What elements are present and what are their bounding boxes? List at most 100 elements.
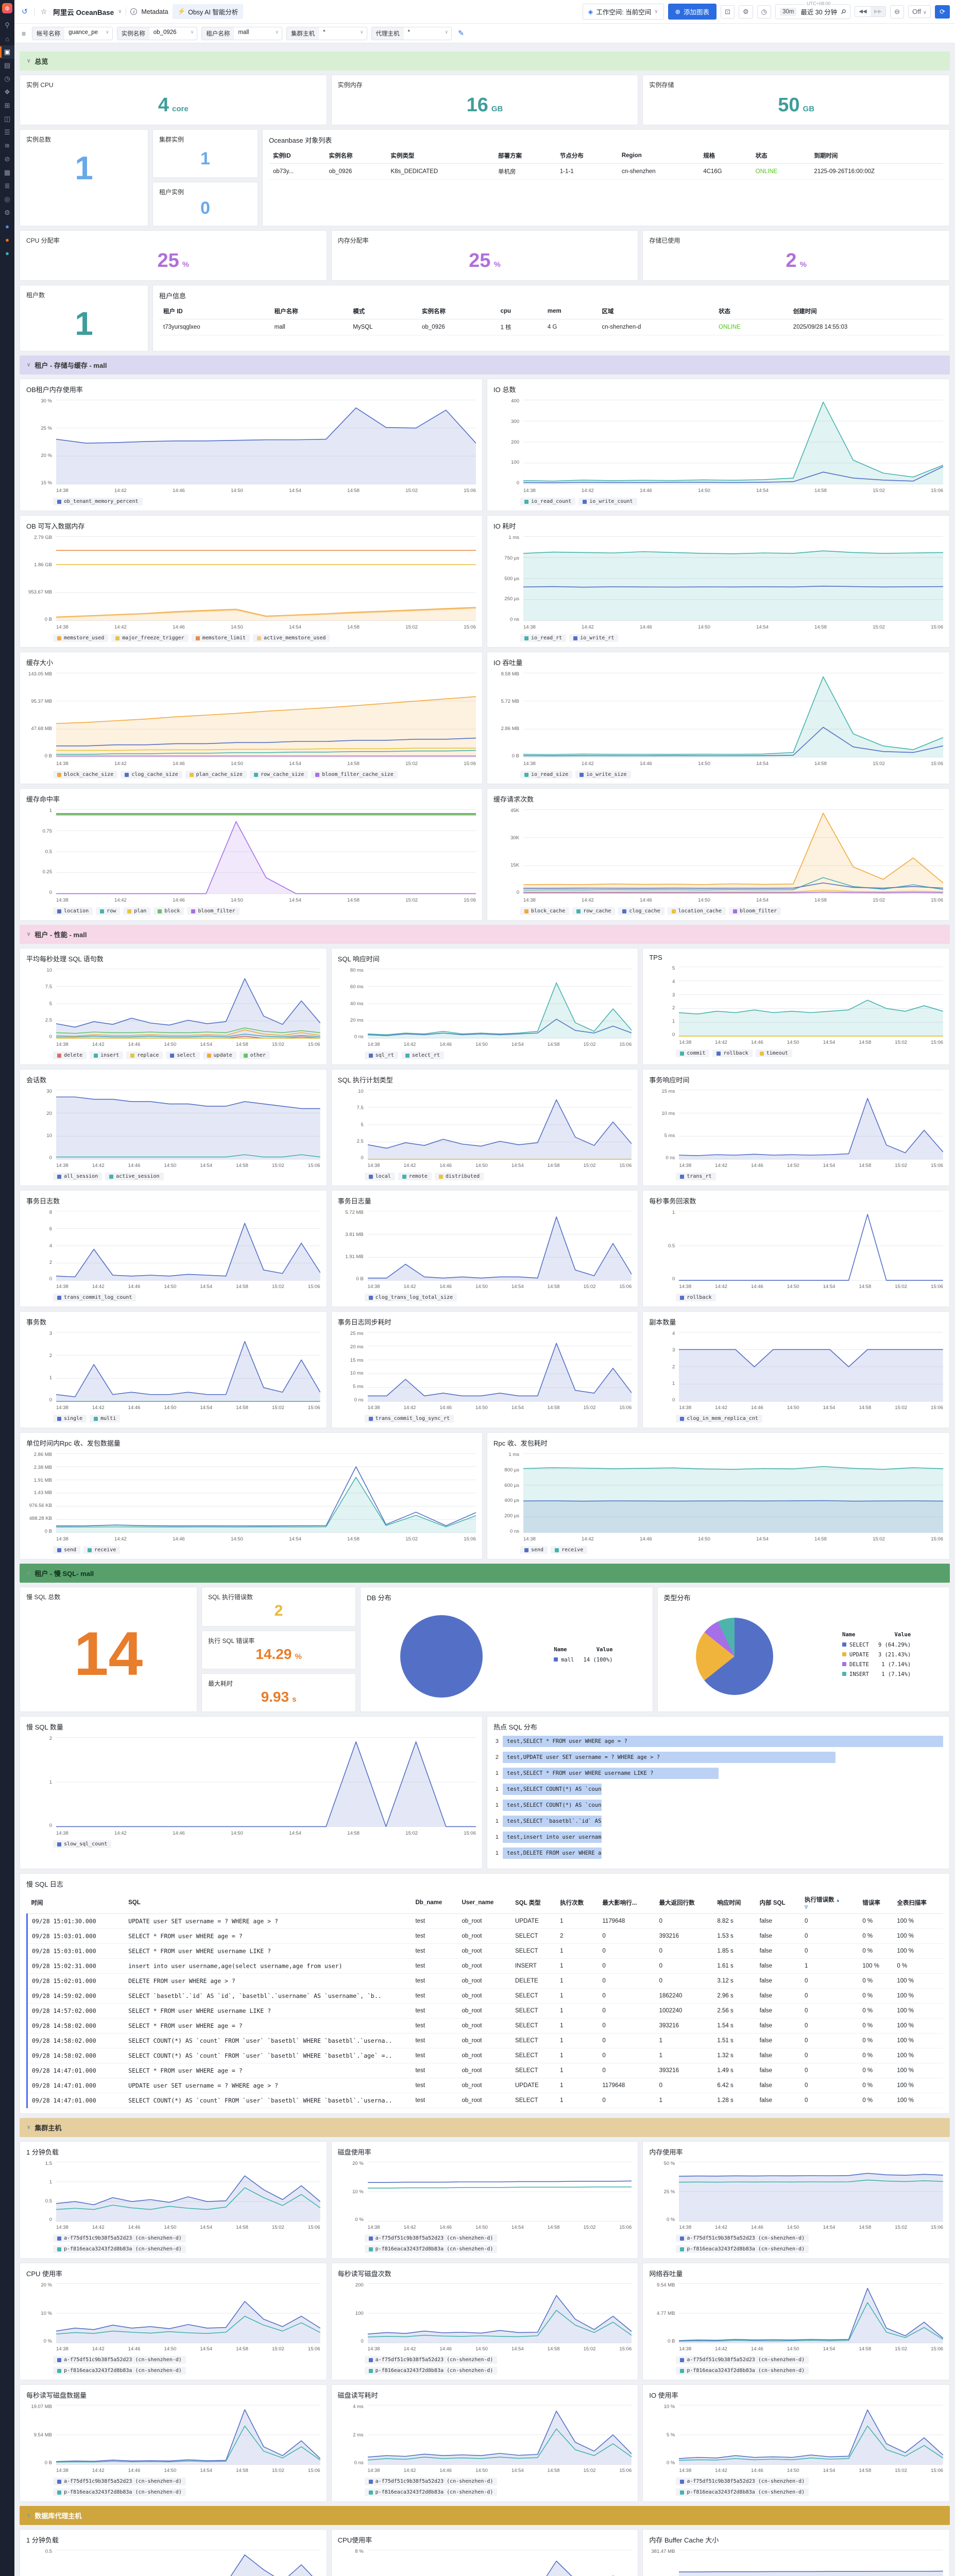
legend-item[interactable]: active_memstore_used bbox=[253, 634, 330, 642]
legend-item[interactable]: ob_tenant_memory_percent bbox=[53, 498, 143, 505]
filter-4[interactable]: 代理主机 * ∨ bbox=[371, 26, 452, 40]
chart-card-clog_cnt[interactable]: 事务日志数 8 6 4 2 0 14:38 14:42 14:46 14:50 14:54 14:58… bbox=[20, 1190, 327, 1307]
notes-icon[interactable]: ▤ bbox=[4, 61, 11, 69]
chart-card-cache_req[interactable]: 缓存请求次数 45K 30K 15K 0 14:38 14:42 14:46 14:50 14:5… bbox=[487, 788, 950, 921]
chart-card-h_iops[interactable]: 每秒读写磁盘次数 200 100 0 14:38 14:42 14:46 14:50 14:54… bbox=[331, 2263, 639, 2380]
chart-card-sql_rt[interactable]: SQL 响应时间 80 ms 60 ms 40 ms 20 ms 0 ns 14:38 14:… bbox=[331, 948, 639, 1065]
column-header[interactable]: 模式 bbox=[349, 303, 418, 319]
history-button[interactable]: ◷ bbox=[757, 5, 771, 19]
table-row[interactable]: 09/28 14:57:02.000 SELECT * FROM user WHE… bbox=[26, 2003, 943, 2019]
chart-card-p_load[interactable]: 1 分钟负载0.50.25014:3814:4214:4614:5014:541… bbox=[20, 2529, 327, 2576]
stat-cluster-instance[interactable]: 集群实例 1 bbox=[152, 129, 258, 178]
add-chart-button[interactable]: ⊕ 添加图表 bbox=[668, 4, 717, 20]
table-row[interactable]: 09/28 15:02:01.000 DELETE FROM user WHERE… bbox=[26, 1973, 943, 1989]
column-header[interactable]: mem bbox=[543, 303, 598, 319]
chart-card-cache_size[interactable]: 缓存大小 143.05 MB 95.37 MB 47.68 MB 0 B 14:38 14:… bbox=[20, 652, 483, 784]
chart-card-io_rt[interactable]: IO 耗时 1 ms 750 µs 500 µs 250 µs 0 ns 14:38 14:4… bbox=[487, 515, 950, 648]
blocklist-icon[interactable]: ⊘ bbox=[4, 155, 10, 163]
column-header[interactable]: 状态 bbox=[751, 148, 810, 164]
chart-card-h_disk[interactable]: 磁盘使用率 20 % 10 % 0 % 14:38 14:42 14:46 14:50 14:5… bbox=[331, 2141, 639, 2259]
column-header[interactable]: User_name bbox=[457, 1892, 511, 1914]
legend-item[interactable]: io_read_size bbox=[520, 771, 573, 778]
top-sql-bar[interactable]: test,SELECT * FROM user WHERE age = ? bbox=[503, 1736, 943, 1747]
legend-item[interactable]: receive bbox=[551, 1546, 588, 1554]
column-header[interactable]: 节点分布 bbox=[555, 148, 618, 164]
chart-card-h_dbytes[interactable]: 每秒读写磁盘数据量 19.07 MB 9.54 MB 0 B 14:38 14:42 14:… bbox=[20, 2384, 327, 2502]
table-row[interactable]: 09/28 15:02:31.000 insert into user usern… bbox=[26, 1958, 943, 1974]
type-distribution-pie-card[interactable]: 类型分布 Name Value SELECT 9 (64.29%) UPDATE 3 (21… bbox=[657, 1587, 950, 1712]
chart-card-memstore[interactable]: OB 可写入数据内存 2.79 GB 1.86 GB 953.67 MB 0 B 14:3… bbox=[20, 515, 483, 648]
column-header[interactable]: 全表扫描率 bbox=[893, 1892, 943, 1914]
column-header[interactable]: 创建时间 bbox=[789, 303, 943, 319]
infrastructure-icon[interactable]: ⊞ bbox=[4, 101, 10, 109]
legend-item[interactable]: a-f75df51c9b38f5a52d23 (cn-shenzhen-d) bbox=[53, 2234, 186, 2242]
pipelines-icon[interactable]: ≣ bbox=[4, 182, 10, 190]
chart-card-tps[interactable]: TPS 5 4 3 2 1 0 14:38 14:42 14:46 14:50 14:54 14:58 1… bbox=[642, 948, 950, 1065]
chart-card-plan_type[interactable]: SQL 执行计划类型 10 7.5 5 2.5 0 14:38 14:42 14:46 14:50… bbox=[331, 1069, 639, 1186]
legend-item[interactable]: p-f816eaca3243f2d8b83a (cn-shenzhen-d) bbox=[364, 2245, 498, 2253]
top-sql-bar[interactable]: test,SELECT `basetbl`.`id` AS `id`, `bas… bbox=[503, 1816, 602, 1827]
stat-card-1[interactable]: 内存分配率 25% bbox=[331, 230, 639, 281]
legend-item[interactable]: single bbox=[53, 1415, 87, 1422]
legend-item[interactable]: a-f75df51c9b38f5a52d23 (cn-shenzhen-d) bbox=[364, 2478, 498, 2485]
step-forward-button[interactable]: ▶▶ bbox=[870, 7, 886, 16]
column-header[interactable]: 实例名称 bbox=[417, 303, 497, 319]
column-header[interactable]: 区域 bbox=[598, 303, 714, 319]
undo-icon[interactable]: ↺ bbox=[22, 7, 28, 15]
stat-tenant-instance[interactable]: 租户实例 0 bbox=[152, 182, 258, 226]
metadata-link[interactable]: Metadata bbox=[141, 8, 168, 15]
chart-card-h_drt[interactable]: 磁盘读写耗时 4 ms 2 ms 0 ns 14:38 14:42 14:46 14:50 14… bbox=[331, 2384, 639, 2502]
legend-item[interactable]: a-f75df51c9b38f5a52d23 (cn-shenzhen-d) bbox=[676, 2234, 809, 2242]
refresh-button[interactable]: ⟳ bbox=[935, 5, 950, 19]
stat-sql-error-rate[interactable]: 执行 SQL 错误率 14.29% bbox=[201, 1631, 356, 1669]
time-range-picker[interactable]: UTC+08:00 30m 最近 30 分钟 ⚲ bbox=[775, 1, 851, 19]
tv-mode-button[interactable]: ⊡ bbox=[721, 5, 735, 19]
stat-card-1[interactable]: 实例内存 16 GB bbox=[331, 75, 639, 125]
containers-icon[interactable]: ▦ bbox=[4, 168, 11, 176]
pie-legend-row[interactable]: DELETE 1 (7.14%) bbox=[842, 1662, 911, 1668]
legend-item[interactable]: plan_cache_size bbox=[185, 771, 247, 778]
legend-item[interactable]: delete bbox=[53, 1052, 87, 1059]
section-header[interactable]: ∨ 集群主机 bbox=[20, 2118, 950, 2137]
legend-item[interactable]: trans_commit_log_sync_rt bbox=[364, 1415, 454, 1422]
pie-legend-row[interactable]: mall 14 (100%) bbox=[554, 1657, 612, 1663]
app-blue-icon[interactable]: ● bbox=[5, 222, 9, 230]
chart-card-trans_rt[interactable]: 事务响应时间 15 ms 10 ms 5 ms 0 ns 14:38 14:42 14:46 1… bbox=[642, 1069, 950, 1186]
top-sql-bar[interactable]: test,SELECT COUNT(*) AS `count` FROM `us… bbox=[503, 1800, 602, 1811]
legend-item[interactable]: clog_cache_size bbox=[121, 771, 182, 778]
legend-item[interactable]: memstore_limit bbox=[191, 634, 250, 642]
legend-item[interactable]: block_cache_size bbox=[53, 771, 118, 778]
table-row[interactable]: 09/28 14:58:02.000 SELECT COUNT(*) AS `co… bbox=[26, 2033, 943, 2048]
chart-card-rpc_bytes[interactable]: 单位时间内Rpc 收、发包数据量 2.86 MB 2.38 MB 1.91 MB 1.4… bbox=[20, 1432, 483, 1560]
column-header[interactable]: 内部 SQL bbox=[755, 1892, 801, 1914]
top-sql-bar[interactable]: test,SELECT COUNT(*) AS `count` FROM `us… bbox=[503, 1784, 602, 1795]
top-sql-bar[interactable]: test,DELETE FROM user WHERE age > ? bbox=[503, 1848, 602, 1859]
legend-item[interactable]: other bbox=[239, 1052, 270, 1059]
stat-card-0[interactable]: CPU 分配率 25% bbox=[20, 230, 327, 281]
metrics-icon[interactable]: ≋ bbox=[4, 142, 10, 149]
sort-icon[interactable]: ▲ ▽ bbox=[805, 1898, 840, 1909]
legend-item[interactable]: a-f75df51c9b38f5a52d23 (cn-shenzhen-d) bbox=[676, 2356, 809, 2364]
hosts-icon[interactable]: ◫ bbox=[4, 115, 11, 123]
chart-card-cache_hit[interactable]: 缓存命中率 1 0.75 0.5 0.25 0 14:38 14:42 14:46 14:50 14… bbox=[20, 788, 483, 921]
pie-legend-row[interactable]: UPDATE 3 (21.43%) bbox=[842, 1652, 911, 1658]
table-row[interactable]: 09/28 14:47:01.000 UPDATE user SET userna… bbox=[26, 2078, 943, 2093]
column-header[interactable]: 状态 bbox=[714, 303, 789, 319]
legend-item[interactable]: row bbox=[96, 907, 121, 915]
legend-item[interactable]: sql_rt bbox=[364, 1052, 398, 1059]
table-row[interactable]: 09/28 14:59:02.000 SELECT `basetbl`.`id` … bbox=[26, 1988, 943, 2004]
legend-item[interactable]: rollback bbox=[676, 1294, 716, 1301]
legend-item[interactable]: plan bbox=[123, 907, 151, 915]
legend-item[interactable]: row_cache_size bbox=[249, 771, 309, 778]
chart-card-replica[interactable]: 副本数量 4 3 2 1 0 14:38 14:42 14:46 14:50 14:54 14:58 1… bbox=[642, 1311, 950, 1428]
dashboards-icon[interactable]: ▣ bbox=[0, 45, 14, 59]
column-header[interactable]: cpu bbox=[496, 303, 543, 319]
filter-1[interactable]: 实例名称 ob_0926 ∨ bbox=[116, 26, 198, 40]
legend-item[interactable]: receive bbox=[83, 1546, 121, 1554]
scenes-icon[interactable]: ❖ bbox=[4, 88, 10, 96]
chart-card-clog_sync[interactable]: 事务日志同步耗时 25 ms 20 ms 15 ms 10 ms 5 ms 0 ns 14:3… bbox=[331, 1311, 639, 1428]
chart-card-h_mem[interactable]: 内存使用率 50 % 25 % 0 % 14:38 14:42 14:46 14:50 14:5… bbox=[642, 2141, 950, 2259]
column-header[interactable]: 部署方案 bbox=[493, 148, 556, 164]
legend-item[interactable]: location_cache bbox=[667, 907, 726, 915]
